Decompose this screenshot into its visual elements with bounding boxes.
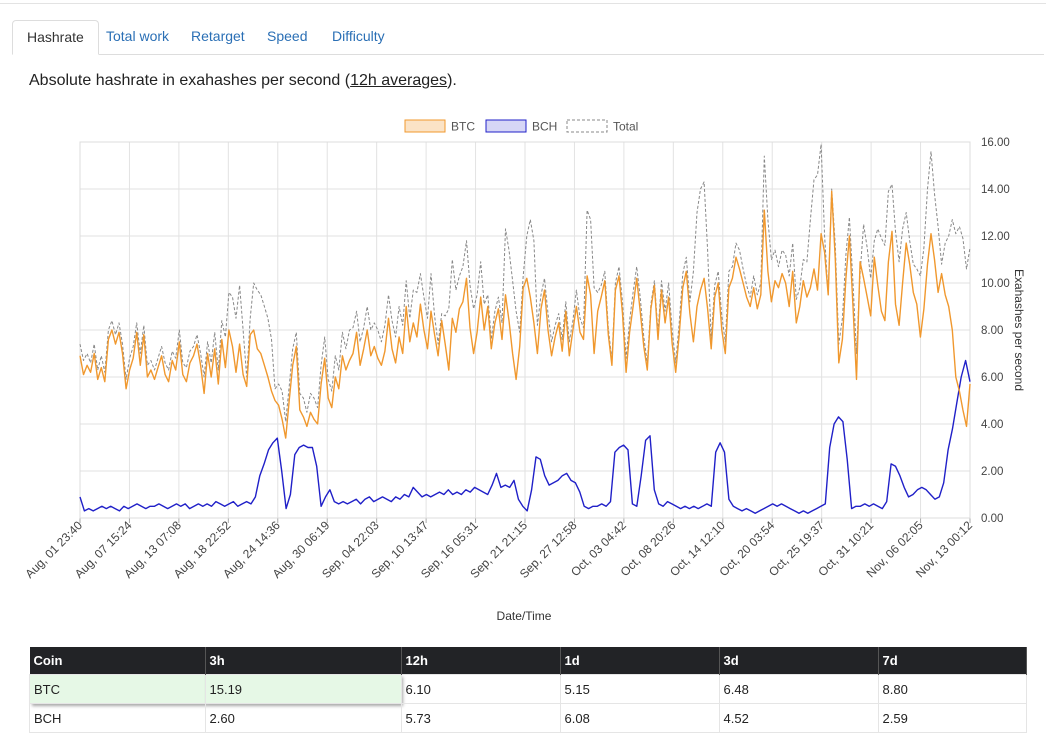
tab-difficulty[interactable]: Difficulty [332, 28, 385, 44]
legend-swatch-total [566, 119, 608, 133]
plot-area [79, 141, 971, 519]
col-3h: 3h [205, 647, 402, 675]
y-tick-label: 16.00 [981, 137, 1010, 149]
legend-swatch-btc [404, 119, 446, 133]
tab-total-work[interactable]: Total work [106, 28, 170, 44]
y-tick-label: 6.00 [981, 372, 1003, 384]
cell-12h: 6.10 [400, 674, 561, 704]
hashrate-averages-table: Coin 3h 12h 1d 3d 7d BTC 15.19 6.10 5.15… [29, 647, 1027, 733]
cell-coin: BCH [29, 703, 206, 733]
y-tick-label: 2.00 [981, 466, 1003, 478]
y-tick-label: 12.00 [981, 231, 1010, 243]
series-line-btc [79, 190, 971, 439]
cell-3d: 6.48 [718, 674, 879, 704]
col-1d: 1d [560, 647, 720, 675]
tab-retarget[interactable]: Retarget [191, 28, 245, 44]
top-divider [0, 3, 1046, 4]
table-row: BCH 2.60 5.73 6.08 4.52 2.59 [29, 703, 1027, 733]
chart-description: Absolute hashrate in exahashes per secon… [29, 72, 457, 90]
tab-speed[interactable]: Speed [267, 28, 308, 44]
cell-3h: 2.60 [204, 703, 402, 733]
col-coin: Coin [29, 647, 206, 675]
y-tick-label: 4.00 [981, 419, 1003, 431]
table-header-row: Coin 3h 12h 1d 3d 7d [29, 647, 1027, 675]
series-line-bch [79, 359, 971, 514]
cell-coin: BTC [29, 674, 206, 704]
cell-7d: 8.80 [877, 674, 1027, 704]
description-prefix: Absolute hashrate in exahashes per secon… [29, 72, 351, 89]
y-tick-label: 8.00 [981, 325, 1003, 337]
y-axis-title: Exahashes per second [1012, 269, 1026, 391]
y-tick-label: 10.00 [981, 278, 1010, 290]
averages-link[interactable]: 12h averages [350, 72, 448, 89]
legend-label-btc: BTC [451, 120, 475, 134]
tab-hashrate[interactable]: Hashrate [12, 20, 99, 55]
col-12h: 12h [401, 647, 561, 675]
legend-swatch-bch [485, 119, 527, 133]
table-row: BTC 15.19 6.10 5.15 6.48 8.80 [29, 674, 1027, 704]
legend-label-total: Total [613, 120, 638, 134]
cell-3h: 15.19 [204, 674, 402, 704]
description-suffix: ). [447, 72, 457, 89]
cell-1d: 6.08 [559, 703, 720, 733]
series-line-total [79, 143, 971, 423]
y-tick-label: 0.00 [981, 513, 1003, 525]
x-axis-title: Date/Time [497, 609, 552, 623]
legend-label-bch: BCH [532, 120, 557, 134]
cell-1d: 5.15 [559, 674, 720, 704]
cell-3d: 4.52 [718, 703, 879, 733]
col-3d: 3d [719, 647, 879, 675]
hashrate-chart: BTC BCH Total 0.00 2.00 4.00 6.00 8.00 10.00 12.0… [22, 119, 1026, 623]
cell-12h: 5.73 [400, 703, 561, 733]
col-7d: 7d [878, 647, 1027, 675]
cell-7d: 2.59 [877, 703, 1027, 733]
y-tick-label: 14.00 [981, 184, 1010, 196]
tab-bar: Hashrate Total work Retarget Speed Diffi… [12, 20, 1044, 55]
